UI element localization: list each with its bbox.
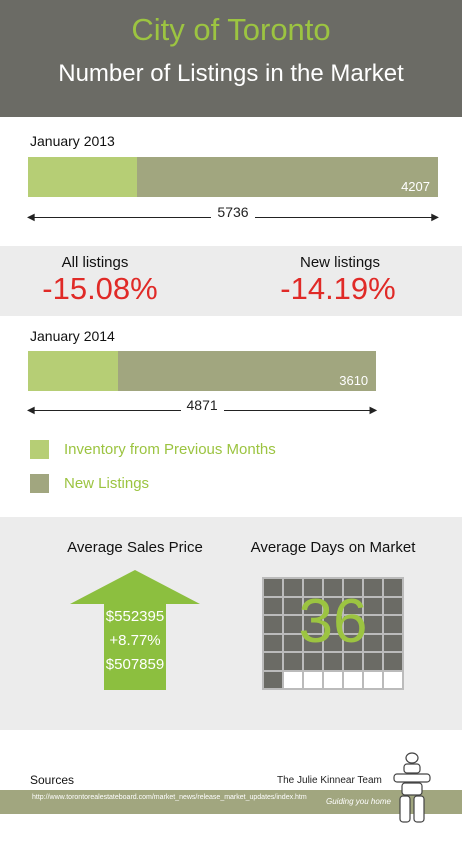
bar-prev-2013 xyxy=(28,157,138,197)
total-label-2014: 4871 xyxy=(180,397,224,413)
footer-band xyxy=(0,790,462,814)
day-cell-filled xyxy=(344,653,362,670)
day-cell-filled xyxy=(384,597,402,614)
day-cell-empty xyxy=(384,671,402,688)
day-cell-filled xyxy=(384,616,402,633)
day-cell-empty xyxy=(344,671,362,688)
bar-new-2014: 3610 xyxy=(118,351,377,391)
day-cell-filled xyxy=(344,616,362,633)
right-arrowhead-icon: ▶ xyxy=(431,212,439,223)
period-label-2014: January 2014 xyxy=(30,328,115,344)
day-cell-empty xyxy=(364,671,382,688)
day-cell-filled xyxy=(324,597,342,614)
team-logo-text: The Julie Kinnear Team xyxy=(277,775,382,786)
avg-days-title: Average Days on Market xyxy=(250,539,416,556)
page-title: City of Toronto xyxy=(131,12,331,47)
day-cell-filled xyxy=(364,579,382,596)
legend-swatch-new xyxy=(30,474,49,493)
day-cell-filled xyxy=(264,653,282,670)
day-cell-filled xyxy=(284,616,302,633)
day-cell-filled xyxy=(364,616,382,633)
day-cell-filled xyxy=(304,616,322,633)
header-band xyxy=(0,0,462,117)
day-cell-filled xyxy=(264,671,282,688)
day-cell-filled xyxy=(344,634,362,651)
day-cell-filled xyxy=(384,579,402,596)
day-cell-filled xyxy=(264,579,282,596)
bar-new-value-label: 3610 xyxy=(339,373,369,388)
bar-new-2013: 4207 xyxy=(137,157,438,197)
bar-new-value-label: 4207 xyxy=(401,179,430,194)
price-change: +8.77% xyxy=(109,632,161,649)
source-url[interactable]: http://www.torontorealestateboard.com/ma… xyxy=(32,794,307,801)
day-cell-empty xyxy=(304,671,322,688)
day-cell-filled xyxy=(284,579,302,596)
bar-prev-2014 xyxy=(28,351,119,391)
day-cell-filled xyxy=(304,579,322,596)
day-cell-filled xyxy=(364,597,382,614)
day-cell-filled xyxy=(324,616,342,633)
day-cell-filled xyxy=(264,597,282,614)
day-cell-filled xyxy=(364,634,382,651)
tagline: Guiding you home xyxy=(326,797,391,806)
change-band xyxy=(0,246,462,316)
left-arrowhead-icon: ◀ xyxy=(27,405,35,416)
day-cell-filled xyxy=(264,634,282,651)
day-cell-filled xyxy=(344,597,362,614)
all-listings-change: -15.08% xyxy=(42,271,158,306)
day-cell-filled xyxy=(364,653,382,670)
bar-row-2014: 3610 xyxy=(28,351,377,391)
day-cell-filled xyxy=(284,597,302,614)
avg-price-title: Average Sales Price xyxy=(67,539,203,556)
days-grid xyxy=(262,577,404,690)
left-arrowhead-icon: ◀ xyxy=(27,212,35,223)
day-cell-empty xyxy=(324,671,342,688)
day-cell-filled xyxy=(284,634,302,651)
period-label-2013: January 2013 xyxy=(30,133,115,149)
day-cell-filled xyxy=(304,653,322,670)
day-cell-filled xyxy=(324,579,342,596)
legend-label-new: New Listings xyxy=(64,475,150,492)
total-label-2013: 5736 xyxy=(211,204,255,220)
all-listings-label: All listings xyxy=(61,254,129,271)
inukshuk-logo-icon xyxy=(393,752,431,823)
day-cell-filled xyxy=(324,634,342,651)
days-value: 36 xyxy=(298,587,368,656)
legend-swatch-prev xyxy=(30,440,49,459)
day-cell-filled xyxy=(304,634,322,651)
total-span-2013: ◀ ▶ 5736 xyxy=(27,204,439,226)
day-cell-empty xyxy=(284,671,302,688)
bar-row-2013: 4207 xyxy=(28,157,438,197)
sources-label: Sources xyxy=(30,773,75,787)
page-subtitle: Number of Listings in the Market xyxy=(58,60,404,87)
new-listings-label: New listings xyxy=(299,254,381,271)
day-cell-filled xyxy=(324,653,342,670)
day-cell-filled xyxy=(384,653,402,670)
total-span-2014: ◀ ▶ 4871 xyxy=(27,397,378,419)
day-cell-filled xyxy=(304,597,322,614)
day-cell-filled xyxy=(284,653,302,670)
up-arrow-icon xyxy=(70,570,200,690)
price-previous: $507859 xyxy=(105,656,165,673)
new-listings-change: -14.19% xyxy=(280,271,396,306)
day-cell-filled xyxy=(344,579,362,596)
day-cell-filled xyxy=(384,634,402,651)
day-cell-filled xyxy=(264,616,282,633)
legend-label-prev: Inventory from Previous Months xyxy=(64,441,276,458)
price-current: $552395 xyxy=(105,608,165,625)
right-arrowhead-icon: ▶ xyxy=(369,405,378,416)
